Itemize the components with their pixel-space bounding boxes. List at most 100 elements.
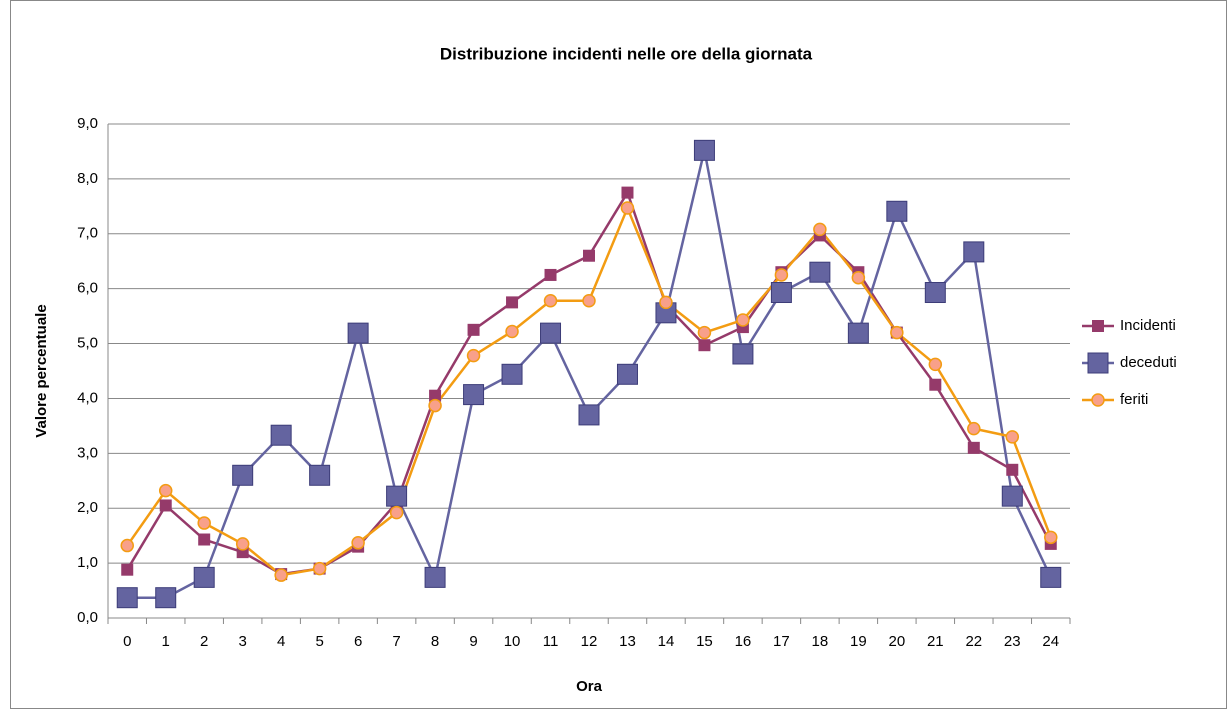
x-tick-label: 6 [354, 633, 362, 650]
legend-marker [1087, 352, 1109, 374]
legend-label: Incidenti [1120, 317, 1176, 334]
data-point [463, 384, 485, 406]
x-tick-label: 0 [123, 633, 131, 650]
data-point [347, 322, 369, 344]
x-tick-label: 12 [581, 633, 598, 650]
data-point [428, 398, 442, 413]
x-tick-label: 20 [888, 633, 905, 650]
x-tick-label: 4 [277, 633, 285, 650]
x-tick-label: 1 [162, 633, 170, 650]
data-point [466, 348, 481, 363]
data-point [544, 268, 557, 281]
data-point [193, 566, 215, 588]
data-point [270, 424, 292, 446]
data-point [429, 389, 442, 402]
data-point [467, 323, 480, 336]
data-point [578, 404, 600, 426]
legend-marker [1091, 393, 1105, 407]
data-point [774, 268, 789, 282]
data-point [121, 563, 134, 576]
data-point [963, 241, 985, 263]
x-tick-label: 3 [239, 633, 247, 650]
y-tick-label: 8,0 [77, 170, 98, 187]
x-tick-label: 14 [658, 633, 675, 650]
data-point [232, 464, 254, 486]
x-tick-label: 24 [1042, 633, 1059, 650]
y-tick-label: 3,0 [77, 444, 98, 461]
data-point [505, 324, 519, 339]
data-point [736, 313, 750, 327]
data-point [312, 561, 327, 576]
x-tick-label: 11 [543, 633, 559, 650]
data-point [924, 282, 946, 304]
data-point [1040, 566, 1062, 588]
x-tick-label: 8 [431, 633, 439, 650]
data-point [155, 587, 177, 609]
x-tick-label: 10 [504, 633, 521, 650]
data-point [582, 293, 596, 308]
x-axis-label: Ora [576, 678, 603, 695]
y-tick-label: 1,0 [77, 554, 98, 571]
data-point [732, 343, 754, 365]
legend-marker [1092, 320, 1104, 332]
data-point [693, 139, 715, 161]
data-point [886, 200, 908, 222]
data-point [697, 325, 712, 340]
y-tick-label: 2,0 [77, 499, 98, 516]
x-tick-label: 16 [735, 633, 752, 650]
data-point [616, 363, 638, 385]
data-point [809, 261, 831, 283]
data-point [158, 483, 173, 498]
x-tick-label: 5 [315, 633, 323, 650]
data-point [424, 566, 446, 588]
data-point [116, 587, 138, 609]
data-point [1001, 485, 1023, 507]
y-tick-label: 4,0 [77, 389, 98, 406]
x-tick-label: 9 [469, 633, 477, 650]
data-point [506, 296, 519, 309]
data-point [698, 339, 711, 352]
data-point [928, 357, 943, 372]
x-tick-label: 23 [1004, 633, 1021, 650]
data-point [501, 363, 523, 385]
data-point [1044, 530, 1058, 545]
y-tick-label: 6,0 [77, 280, 98, 297]
data-point [620, 201, 635, 215]
x-tick-label: 22 [965, 633, 982, 650]
data-point [813, 222, 827, 237]
data-point [847, 322, 869, 344]
data-point [159, 499, 172, 512]
data-point [967, 421, 981, 436]
data-point [543, 293, 558, 308]
data-point [197, 516, 211, 530]
data-point [851, 270, 866, 285]
legend-label: deceduti [1120, 354, 1177, 371]
y-tick-label: 9,0 [77, 115, 98, 132]
x-tick-label: 17 [773, 633, 790, 650]
x-tick-label: 15 [696, 633, 713, 650]
y-tick-label: 5,0 [77, 335, 98, 352]
data-point [309, 464, 331, 486]
data-point [235, 537, 250, 551]
data-point [967, 441, 980, 454]
data-point [1005, 430, 1020, 444]
y-tick-label: 7,0 [77, 225, 98, 242]
data-point [540, 322, 562, 344]
x-tick-label: 21 [927, 633, 944, 650]
data-point [621, 186, 634, 199]
data-point [120, 538, 134, 553]
x-tick-label: 13 [619, 633, 636, 650]
data-point [659, 295, 673, 310]
chart-title: Distribuzione incidenti nelle ore della … [440, 44, 813, 63]
data-point [770, 282, 792, 304]
data-point [386, 485, 408, 507]
x-tick-label: 19 [850, 633, 867, 650]
data-point [274, 568, 288, 582]
data-point [351, 536, 365, 550]
data-point [583, 249, 595, 262]
chart-frame [10, 0, 1227, 709]
data-point [389, 505, 404, 520]
x-tick-label: 2 [200, 633, 208, 650]
data-point [890, 325, 904, 340]
